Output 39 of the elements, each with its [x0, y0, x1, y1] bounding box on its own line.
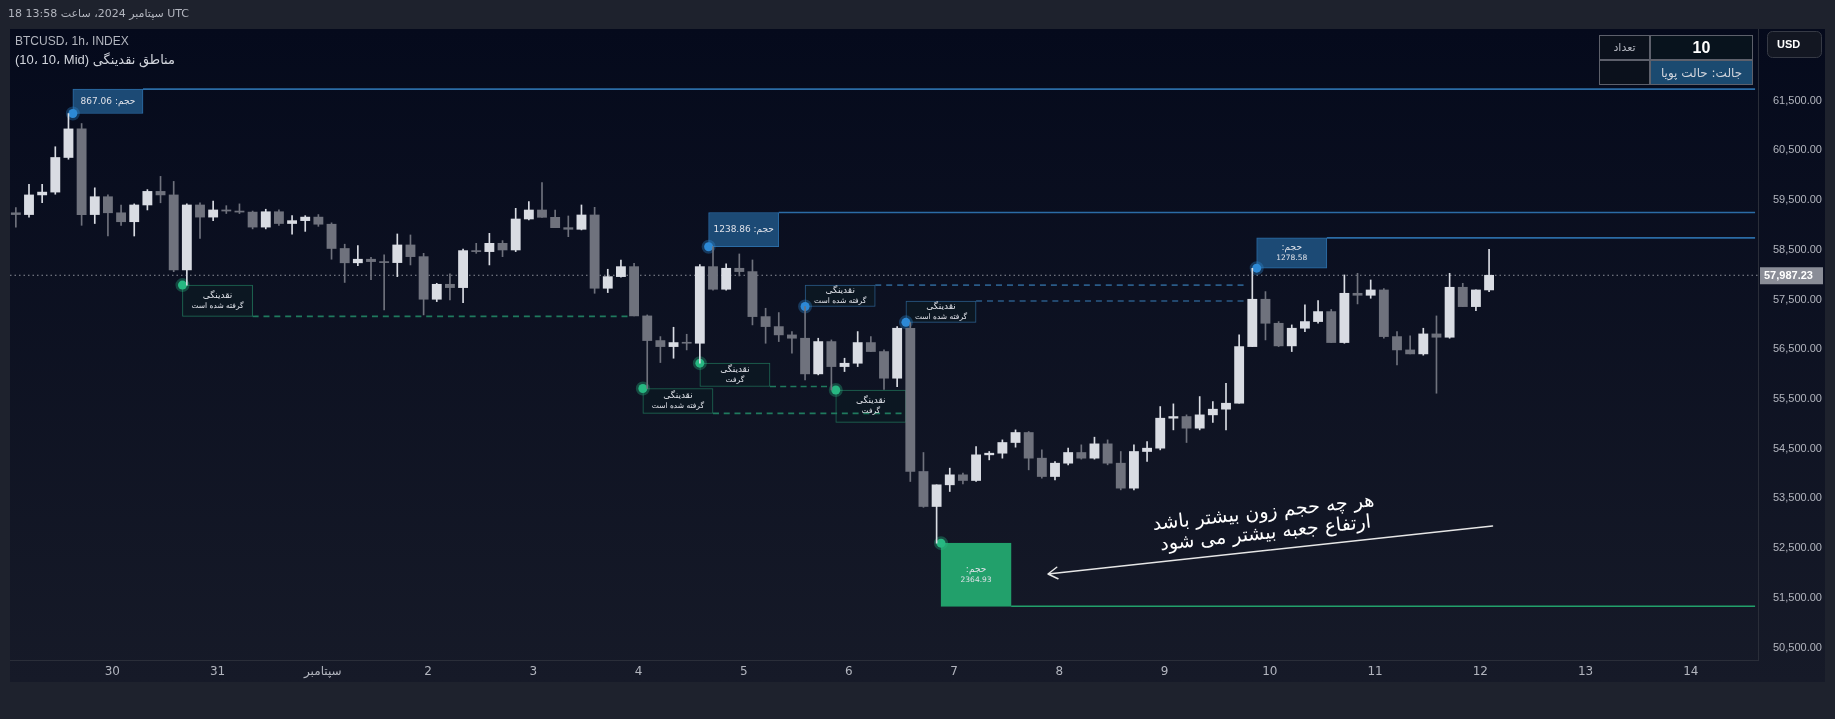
y-tick-label: 57,500.00 [1773, 292, 1822, 305]
y-tick-label: 54,500.00 [1773, 441, 1822, 454]
x-tick-label: 2 [424, 664, 432, 679]
x-tick-label: 11 [1367, 664, 1383, 679]
text: 18 سپتامبر 2024، ساعت 13:58 UTC [8, 7, 190, 21]
x-tick-label: 31 [209, 664, 226, 679]
y-tick-label: 51,500.00 [1773, 590, 1822, 603]
annotation: تعداد [1599, 35, 1650, 60]
y-tick-label: 52,500.00 [1773, 541, 1822, 554]
y-tick-label: 61,500.00 [1773, 93, 1822, 106]
x-tick-label: 6 [845, 664, 853, 679]
y-tick-label: 58,500.00 [1773, 242, 1822, 255]
y-tick-label: 55,500.00 [1773, 391, 1822, 404]
x-tick-label: سپتامبر [302, 664, 342, 680]
x-tick-label: 4 [634, 664, 643, 679]
annotation: 10 [1650, 35, 1753, 60]
x-tick-label: 10 [1262, 664, 1278, 679]
y-tick-label: 59,500.00 [1773, 193, 1822, 206]
x-tick-label: 8 [1055, 664, 1064, 679]
x-tick-label: 14 [1683, 664, 1699, 679]
x-tick-label: 9 [1160, 664, 1169, 679]
annotation: هر چه حجم زون بیشتر باشد ارتفاع جعبه بیشتر می شود [1151, 488, 1376, 556]
y-axis-title: USD [1777, 37, 1801, 50]
y-tick-label: 53,500.00 [1773, 491, 1822, 504]
x-tick-label: 13 [1577, 664, 1594, 679]
x-tick-label: 7 [950, 664, 958, 679]
x-tick-label: 30 [104, 664, 120, 679]
text: (10، 10، Mid) مناطق نقدینگی [15, 51, 175, 68]
x-tick-label: 5 [739, 664, 748, 679]
annotation: جالت: حالت پویا [1650, 60, 1753, 85]
text: BTCUSD، 1h، INDEX [15, 34, 129, 49]
y-tick-label: 50,500.00 [1773, 640, 1822, 653]
y-tick-label: 56,500.00 [1773, 342, 1822, 355]
ref-line-label: 57,987.23 [1764, 268, 1813, 281]
x-tick-label: 3 [529, 664, 538, 679]
annotation: حجم: 867.06 [80, 95, 136, 107]
y-tick-label: 60,500.00 [1773, 143, 1822, 156]
x-tick-label: 12 [1472, 664, 1488, 679]
annotation: حجم: 1238.86 [713, 223, 774, 235]
